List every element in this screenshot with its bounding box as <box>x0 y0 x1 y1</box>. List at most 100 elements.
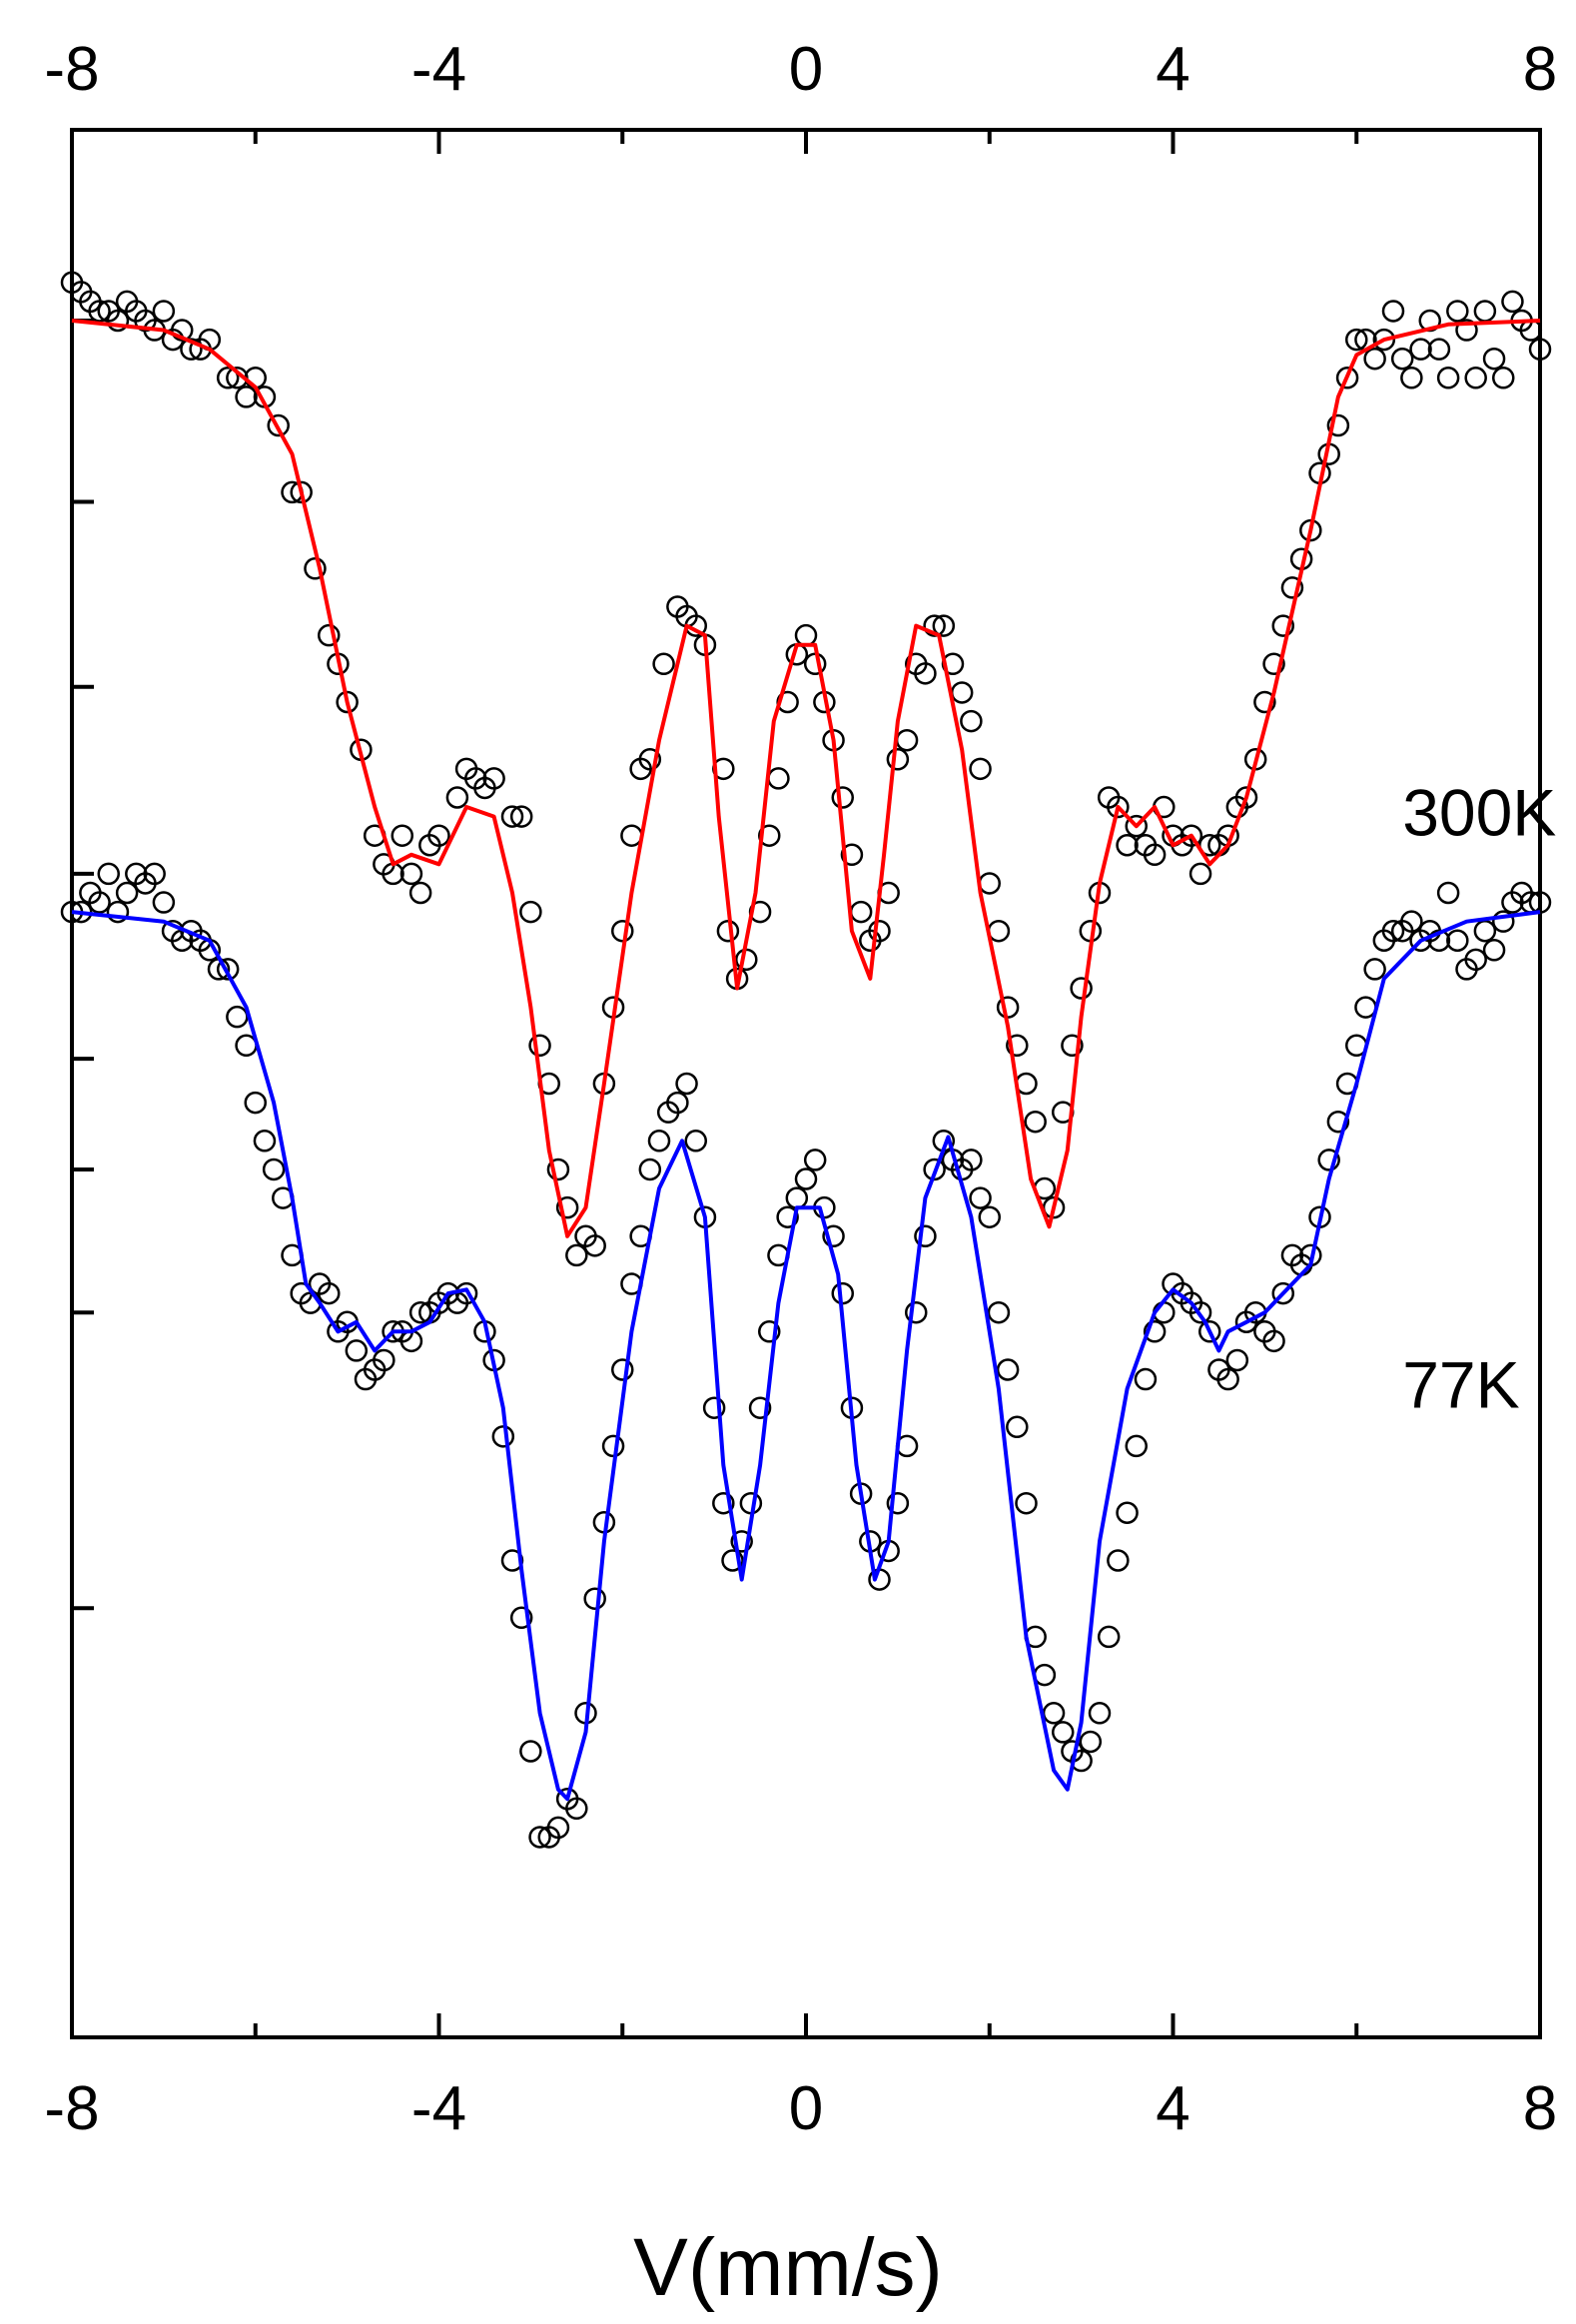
data-point-77K <box>373 1348 395 1372</box>
data-point-77K <box>1052 1721 1075 1744</box>
data-point-300K <box>445 786 469 809</box>
data-point-300K <box>290 480 313 504</box>
data-point-77K <box>1116 1501 1139 1524</box>
data-point-300K <box>171 319 194 342</box>
data-point-77K <box>226 1005 249 1029</box>
data-point-77K <box>1317 1149 1340 1171</box>
plot-frame <box>70 128 1542 2039</box>
data-point-77K <box>1070 1749 1093 1773</box>
data-point-77K <box>831 1281 854 1305</box>
data-point-77K <box>1464 948 1487 972</box>
data-point-300K <box>1363 347 1386 371</box>
data-point-300K <box>152 300 176 323</box>
data-point-300K <box>969 757 992 781</box>
data-point-77K <box>758 1320 781 1343</box>
data-point-300K <box>1372 328 1396 352</box>
data-point-77K <box>318 1281 341 1305</box>
data-point-300K <box>1464 367 1487 389</box>
data-point-77K <box>905 1300 928 1324</box>
data-point-300K <box>840 843 864 867</box>
data-point-300K <box>923 614 946 637</box>
data-point-77K <box>491 1425 515 1448</box>
data-point-300K <box>180 338 203 361</box>
data-point-300K <box>1024 1110 1047 1134</box>
data-point-77K <box>1427 929 1451 952</box>
x-tick-label-top: -8 <box>44 35 99 104</box>
data-point-300K <box>509 805 533 828</box>
data-point-300K <box>868 919 891 943</box>
data-point-77K <box>262 1158 286 1181</box>
data-point-77K <box>730 1530 753 1553</box>
data-point-300K <box>336 690 359 714</box>
data-point-300K <box>1299 518 1322 542</box>
data-point-300K <box>528 1034 551 1058</box>
data-point-77K <box>1079 1730 1103 1754</box>
data-point-77K <box>1225 1348 1249 1372</box>
data-point-300K <box>304 557 327 580</box>
data-point-300K <box>1253 690 1276 714</box>
data-point-77K <box>794 1167 818 1190</box>
x-tick-label-top: 0 <box>789 35 823 104</box>
data-point-300K <box>1455 319 1478 342</box>
data-point-300K <box>716 919 740 943</box>
data-point-77K <box>803 1149 827 1171</box>
data-point-300K <box>1436 367 1460 389</box>
data-point-77K <box>1326 1110 1350 1134</box>
data-point-77K <box>1033 1663 1057 1687</box>
data-point-300K <box>1427 338 1451 361</box>
data-point-300K <box>1006 1034 1029 1058</box>
data-point-77K <box>611 1358 634 1381</box>
data-point-77K <box>565 1797 588 1821</box>
data-point-300K <box>1188 862 1212 886</box>
data-point-300K <box>519 900 542 924</box>
data-point-77K <box>638 1158 662 1181</box>
data-point-300K <box>267 413 290 437</box>
data-point-77K <box>253 1130 277 1153</box>
data-point-300K <box>482 767 505 790</box>
x-axis-title: V(mm/s) <box>633 2222 943 2313</box>
data-point-77K <box>1473 919 1497 943</box>
data-point-300K <box>546 1158 570 1181</box>
x-tick-label-bottom: -4 <box>411 2074 466 2143</box>
data-point-300K <box>1116 834 1139 857</box>
data-points <box>60 271 1552 1849</box>
x-tick-label-bottom: 0 <box>789 2074 823 2143</box>
data-point-300K <box>583 1234 606 1257</box>
data-point-300K <box>886 748 910 771</box>
series-label-77K: 77K <box>1402 1348 1519 1422</box>
series-label-300K: 300K <box>1402 776 1556 850</box>
data-point-77K <box>996 1358 1020 1381</box>
x-tick-label-top: 8 <box>1523 35 1557 104</box>
data-point-77K <box>1143 1320 1167 1343</box>
data-point-77K <box>1216 1367 1239 1391</box>
data-point-300K <box>1381 300 1405 323</box>
data-point-77K <box>601 1434 625 1458</box>
data-point-77K <box>244 1091 267 1115</box>
data-point-77K <box>702 1396 726 1419</box>
data-point-77K <box>1198 1320 1221 1343</box>
data-point-77K <box>1381 919 1405 943</box>
data-point-300K <box>106 309 130 333</box>
data-point-77K <box>1042 1702 1066 1725</box>
data-point-300K <box>318 623 341 647</box>
data-point-77K <box>1262 1329 1285 1353</box>
data-point-77K <box>1400 910 1423 933</box>
data-point-77K <box>1097 1625 1121 1649</box>
data-point-300K <box>932 614 956 637</box>
plot-border <box>70 128 1542 2039</box>
x-tick-label-bottom: 8 <box>1523 2074 1557 2143</box>
data-point-77K <box>115 881 139 905</box>
data-point-77K <box>1125 1434 1148 1458</box>
data-point-300K <box>1061 1034 1084 1058</box>
data-point-300K <box>1501 290 1524 314</box>
x-tick-label-top: 4 <box>1156 35 1189 104</box>
data-point-77K <box>583 1587 606 1610</box>
data-point-300K <box>1345 328 1368 352</box>
data-point-300K <box>849 900 873 924</box>
data-point-77K <box>1107 1549 1130 1572</box>
data-point-77K <box>1271 1281 1294 1305</box>
data-point-300K <box>1446 300 1469 323</box>
data-point-77K <box>1134 1367 1158 1391</box>
data-point-300K <box>638 748 662 771</box>
